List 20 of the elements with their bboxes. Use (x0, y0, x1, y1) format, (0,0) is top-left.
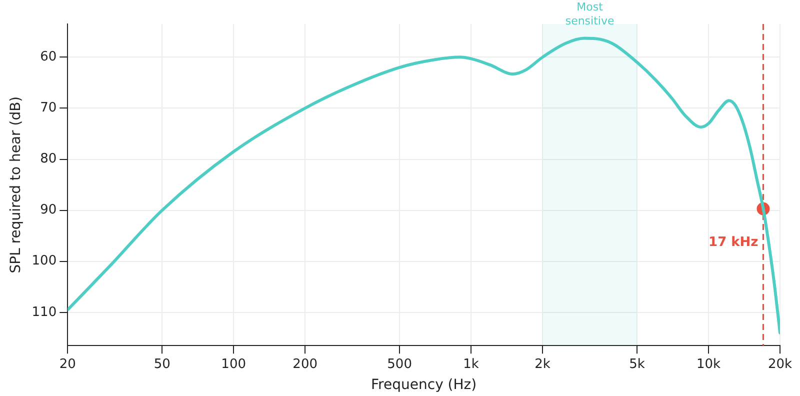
x-tick-label: 20k (768, 356, 793, 372)
y-tick-label: 70 (40, 100, 57, 116)
x-tick-label: 100 (221, 356, 246, 372)
x-tick-label: 10k (696, 356, 722, 372)
x-tick-label: 5k (629, 356, 646, 372)
x-tick-label: 200 (292, 356, 318, 372)
x-tick-label: 50 (154, 356, 170, 372)
x-tick-label: 2k (534, 356, 551, 372)
x-tick-label: 500 (387, 356, 412, 372)
y-axis-title: SPL required to hear (dB) (8, 96, 24, 274)
ref-line-label: 17 kHz (708, 235, 758, 250)
band-label: Most sensitive (565, 0, 614, 28)
x-tick-label: 20 (59, 356, 76, 372)
y-tick-label: 110 (32, 304, 57, 320)
y-tick-label: 80 (40, 152, 57, 167)
y-tick-label: 60 (40, 50, 57, 65)
x-tick-label: 1k (463, 356, 480, 372)
y-tick-label: 90 (40, 202, 57, 218)
y-tick-label: 100 (32, 254, 57, 269)
x-axis-title: Frequency (Hz) (371, 377, 477, 394)
